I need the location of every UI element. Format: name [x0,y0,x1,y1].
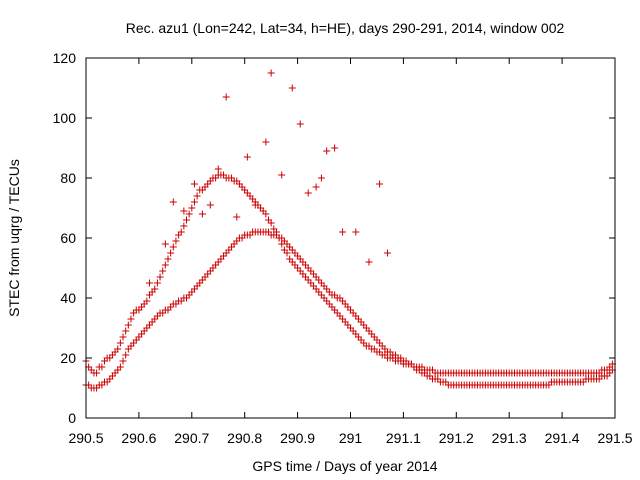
y-tick-label: 40 [60,290,76,306]
data-point [214,165,222,173]
data-point [267,69,275,77]
data-point [127,315,135,323]
y-tick-label: 0 [68,410,76,426]
data-point [188,204,196,212]
data-point [124,321,132,329]
data-point [169,198,177,206]
x-axis-label: GPS time / Days of year 2014 [252,458,437,474]
plot-frame [85,57,616,419]
data-point [116,339,124,347]
data-point [98,363,106,371]
data-point [278,171,286,179]
data-point [164,255,172,263]
data-point [161,240,169,248]
data-point [180,207,188,215]
data-point [180,222,188,230]
y-tick-label: 120 [53,50,77,66]
y-tick-label: 100 [53,110,77,126]
data-point [119,333,127,341]
data-point [243,153,251,161]
x-tick-label: 291 [339,430,363,446]
data-point [384,249,392,257]
data-point [262,210,270,218]
y-tick-label: 20 [60,350,76,366]
data-point [185,210,193,218]
data-point [153,279,161,287]
x-tick-label: 291.2 [439,430,474,446]
data-point [122,351,130,359]
data-point [114,345,122,353]
data-point [198,210,206,218]
data-point [365,258,373,266]
data-point [323,147,331,155]
data-point [172,237,180,245]
data-point [296,120,304,128]
data-point [283,249,291,257]
data-point [312,183,320,191]
data-point [116,363,124,371]
y-axis-label: STEC from uqrg / TECUs [6,159,22,317]
data-point [206,201,214,209]
data-point [159,267,167,275]
data-point [145,279,153,287]
x-tick-label: 290.5 [68,430,103,446]
x-tick-label: 291.5 [597,430,632,446]
x-tick-label: 290.6 [121,430,156,446]
data-point [161,261,169,269]
data-point [190,180,198,188]
chart-title: Rec. azu1 (Lon=242, Lat=34, h=HE), days … [126,20,565,36]
data-point [233,213,241,221]
data-point [169,243,177,251]
data-point [151,285,159,293]
data-point [183,216,191,224]
data-point [193,192,201,200]
data-point [304,189,312,197]
data-point [376,180,384,188]
data-point [119,357,127,365]
data-point [262,138,270,146]
data-point [339,228,347,236]
data-point [222,93,230,101]
x-tick-label: 290.8 [227,430,262,446]
data-point [122,327,130,335]
data-point [190,198,198,206]
x-tick-label: 290.9 [280,430,315,446]
y-tick-label: 60 [60,230,76,246]
y-tick-label: 80 [60,170,76,186]
x-tick-label: 290.7 [174,430,209,446]
data-point [288,84,296,92]
x-tick-label: 291.4 [545,430,580,446]
data-point [317,174,325,182]
x-tick-label: 291.1 [386,430,421,446]
data-point [331,144,339,152]
data-point [352,228,360,236]
data-point [156,273,164,281]
x-tick-label: 291.3 [492,430,527,446]
data-point [93,369,101,377]
data-point [267,219,275,227]
data-point [167,249,175,257]
data-point [177,228,185,236]
data-point [143,297,151,305]
data-point [251,201,259,209]
